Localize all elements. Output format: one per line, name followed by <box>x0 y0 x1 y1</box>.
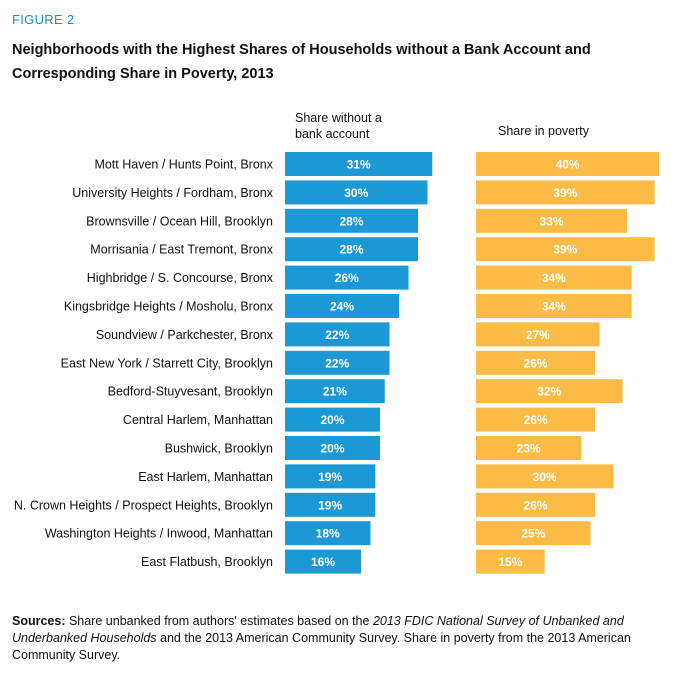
data-label-series-0: 31% <box>347 158 371 172</box>
bar-series-0 <box>285 322 390 347</box>
bar-series-0 <box>285 521 371 546</box>
bar-series-0 <box>285 492 376 517</box>
category-label: Central Harlem, Manhattan <box>123 413 273 427</box>
data-label-series-0: 22% <box>325 328 349 342</box>
bar-series-0 <box>285 237 418 262</box>
bar-series-1 <box>476 208 628 233</box>
bar-series-1 <box>476 464 614 489</box>
category-label: Kingsbridge Heights / Mosholu, Bronx <box>64 300 274 314</box>
category-label: Morrisania / East Tremont, Bronx <box>90 243 273 257</box>
data-label-series-0: 26% <box>335 271 359 285</box>
data-label-series-0: 28% <box>339 214 363 228</box>
bar-series-1 <box>476 350 596 375</box>
data-label-series-1: 25% <box>521 527 545 541</box>
sources-text-2: and the 2013 American Community Survey. … <box>12 631 631 662</box>
bar-series-0 <box>285 407 380 432</box>
bar-series-1 <box>476 407 596 432</box>
bar-series-1 <box>476 549 545 574</box>
data-label-series-0: 18% <box>316 527 340 541</box>
data-label-series-1: 33% <box>540 214 564 228</box>
bar-series-0 <box>285 265 409 290</box>
data-label-series-1: 15% <box>498 555 522 569</box>
category-label: Mott Haven / Hunts Point, Bronx <box>94 158 273 172</box>
data-label-series-1: 26% <box>524 413 548 427</box>
data-label-series-1: 39% <box>553 186 577 200</box>
bar-series-0 <box>285 464 376 489</box>
data-label-series-1: 23% <box>517 442 541 456</box>
sources-text-1: Share unbanked from authors' estimates b… <box>65 614 373 628</box>
category-label: University Heights / Fordham, Bronx <box>72 186 274 200</box>
bar-series-0 <box>285 379 385 404</box>
bar-series-0 <box>285 350 390 375</box>
data-label-series-0: 28% <box>339 243 363 257</box>
category-label: East Harlem, Manhattan <box>138 470 273 484</box>
data-label-series-0: 19% <box>318 470 342 484</box>
data-label-series-1: 34% <box>542 300 566 314</box>
data-label-series-1: 30% <box>533 470 557 484</box>
sources-label: Sources: <box>12 614 66 628</box>
bar-series-0 <box>285 549 361 574</box>
data-label-series-0: 19% <box>318 498 342 512</box>
bar-series-1 <box>476 152 660 176</box>
bar-series-0 <box>285 208 418 233</box>
category-label: Highbridge / S. Concourse, Bronx <box>87 271 274 285</box>
data-label-series-1: 26% <box>524 498 548 512</box>
category-label: Soundview / Parkchester, Bronx <box>96 328 274 342</box>
bar-series-0 <box>285 436 380 460</box>
bar-series-0 <box>285 294 399 318</box>
data-label-series-0: 20% <box>320 413 344 427</box>
category-label: Washington Heights / Inwood, Manhattan <box>45 527 273 541</box>
data-label-series-1: 26% <box>524 356 548 370</box>
bar-series-1 <box>476 379 623 404</box>
data-label-series-1: 34% <box>542 271 566 285</box>
bar-series-1 <box>476 180 655 205</box>
bar-series-1 <box>476 322 600 347</box>
data-label-series-0: 21% <box>323 385 347 399</box>
category-label: Brownsville / Ocean Hill, Brooklyn <box>86 214 273 228</box>
series-header-1-line-0: Share in poverty <box>498 124 590 138</box>
sources-note: Sources: Share unbanked from authors' es… <box>12 613 662 664</box>
series-header-0-line-1: bank account <box>295 127 370 141</box>
chart-title: Neighborhoods with the Highest Shares of… <box>12 42 591 82</box>
sources-survey-title: 2013 FDIC National Survey of Unbanked an… <box>12 614 624 645</box>
bar-series-1 <box>476 265 632 290</box>
bar-series-1 <box>476 492 596 517</box>
data-label-series-1: 32% <box>537 385 561 399</box>
data-label-series-0: 22% <box>325 356 349 370</box>
data-label-series-1: 27% <box>526 328 550 342</box>
data-label-series-1: 39% <box>553 243 577 257</box>
data-label-series-0: 16% <box>311 555 335 569</box>
bar-series-1 <box>476 521 591 546</box>
bar-series-1 <box>476 237 655 262</box>
data-label-series-1: 40% <box>556 158 580 172</box>
figure-label: FIGURE 2 <box>12 12 75 27</box>
category-label: East Flatbush, Brooklyn <box>141 555 273 569</box>
data-label-series-0: 24% <box>330 300 354 314</box>
category-label: East New York / Starrett City, Brooklyn <box>61 356 273 370</box>
data-label-series-0: 30% <box>344 186 368 200</box>
category-label: Bushwick, Brooklyn <box>165 442 273 456</box>
bar-series-0 <box>285 180 428 205</box>
data-label-series-0: 20% <box>320 442 344 456</box>
bar-series-1 <box>476 436 582 460</box>
category-label: Bedford-Stuyvesant, Brooklyn <box>108 385 273 399</box>
bar-series-0 <box>285 152 433 176</box>
category-label: N. Crown Heights / Prospect Heights, Bro… <box>14 498 273 512</box>
bar-series-1 <box>476 294 632 318</box>
series-header-0-line-0: Share without a <box>295 111 382 125</box>
